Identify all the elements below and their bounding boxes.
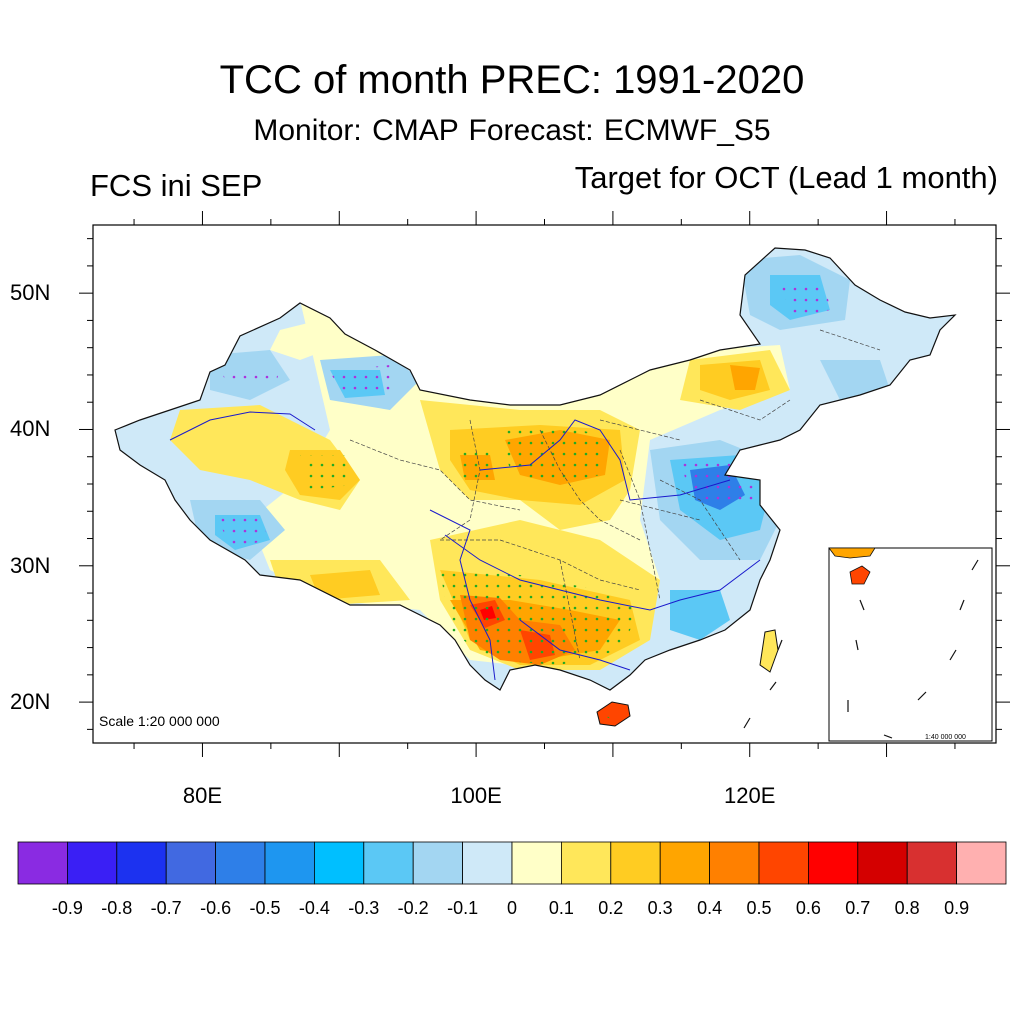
- colorbar-label: -0.6: [200, 898, 232, 918]
- colorbar-label: 0.4: [697, 898, 723, 918]
- lat-label: 50N: [10, 280, 51, 306]
- colorbar-swatch: [116, 841, 167, 885]
- colorbar-label: -0.3: [348, 898, 380, 918]
- colorbar-label: -0.5: [249, 898, 281, 918]
- lat-label: 30N: [10, 552, 51, 578]
- colorbar-label: -0.8: [101, 898, 133, 918]
- colorbar-label: 0.2: [598, 898, 624, 918]
- colorbar-swatch: [412, 841, 464, 885]
- colorbar-swatch: [610, 841, 661, 885]
- colorbar-swatch: [363, 841, 414, 885]
- nine-dash-line: [743, 559, 979, 739]
- lat-label: 40N: [10, 416, 51, 442]
- chart-subtitle: Monitor: CMAP Forecast: ECMWF_S5: [253, 114, 771, 147]
- init-label: FCS ini SEP: [90, 168, 263, 203]
- rivers: [169, 411, 761, 681]
- colorbar-swatch: [709, 841, 760, 885]
- colorbar-label: 0.9: [944, 898, 970, 918]
- colorbar-label: -0.1: [447, 898, 479, 918]
- colorbar-swatch: [758, 841, 809, 885]
- lat-label: 20N: [10, 689, 51, 715]
- colorbar-label: 0.6: [795, 898, 821, 918]
- lon-label: 80E: [182, 783, 223, 808]
- colorbar-swatch: [313, 841, 365, 885]
- colorbar-swatch: [561, 841, 612, 885]
- colorbar: [17, 841, 1007, 885]
- province-lines: [349, 329, 881, 661]
- colorbar-label: 0.3: [647, 898, 673, 918]
- colorbar-swatch: [17, 841, 68, 885]
- scale-inset: 1:40 000 000: [925, 734, 966, 741]
- chart-title: TCC of month PREC: 1991-2020: [219, 58, 805, 102]
- colorbar-label: -0.2: [397, 898, 429, 918]
- colorbar-label: -0.9: [51, 898, 83, 918]
- colorbar-swatch: [67, 841, 118, 885]
- colorbar-label: -0.7: [150, 898, 182, 918]
- lon-label: 120E: [724, 783, 776, 808]
- colorbar-label: -0.4: [298, 898, 330, 918]
- china-boundary: [114, 247, 957, 691]
- colorbar-swatch: [215, 841, 266, 885]
- colorbar-swatch: [511, 841, 562, 885]
- colorbar-label: 0: [506, 898, 517, 918]
- scale-main: Scale 1:20 000 000: [99, 713, 220, 729]
- lon-label: 100E: [450, 783, 502, 808]
- colorbar-swatch: [808, 841, 859, 885]
- colorbar-swatch: [857, 841, 908, 885]
- colorbar-label: 0.8: [894, 898, 920, 918]
- taiwan-island: [759, 629, 779, 673]
- colorbar-swatch: [956, 841, 1007, 885]
- target-label: Target for OCT (Lead 1 month): [574, 160, 998, 195]
- colorbar-label: 0.7: [845, 898, 871, 918]
- colorbar-label: 0.5: [746, 898, 772, 918]
- colorbar-swatch: [906, 841, 958, 885]
- colorbar-swatch: [264, 841, 315, 885]
- colorbar-swatch: [659, 841, 711, 885]
- colorbar-label: 0.1: [548, 898, 574, 918]
- colorbar-swatch: [165, 841, 216, 885]
- colorbar-swatch: [462, 841, 513, 885]
